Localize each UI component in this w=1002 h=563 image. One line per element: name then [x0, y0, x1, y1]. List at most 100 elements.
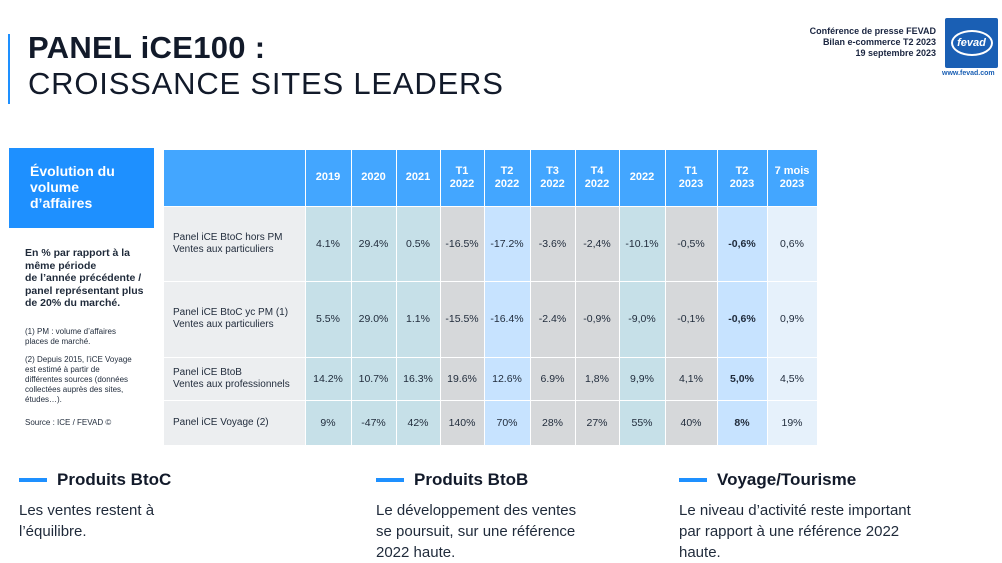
row-label-line: Ventes aux professionnels	[173, 378, 290, 390]
table-cell: 6.9%	[530, 356, 576, 400]
sidebar-heading-line: volume	[30, 179, 80, 195]
column-header: 2022	[619, 150, 666, 206]
column-header: T2 2022	[484, 150, 531, 206]
conference-info: Conférence de presse FEVAD Bilan e-comme…	[810, 26, 936, 59]
table-cell: 5,0%	[717, 356, 768, 400]
table-cell: 9%	[305, 399, 352, 445]
conference-line-3: 19 septembre 2023	[855, 48, 936, 58]
table-cell: 8%	[717, 399, 768, 445]
column-header-line: 2023	[678, 177, 704, 190]
sidebar-heading-line: Évolution du	[30, 163, 115, 179]
sidebar-note-1: (1) PM : volume d’affaires places de mar…	[25, 327, 155, 347]
table-cell: -10.1%	[619, 205, 666, 281]
table-cell: 9,9%	[619, 356, 666, 400]
title-accent-rule	[8, 34, 10, 104]
table-cell: 19.6%	[440, 356, 485, 400]
note-line: est estimé à partir de	[25, 365, 100, 374]
category-text: Les ventes restent à l’équilibre.	[19, 500, 239, 542]
column-header-line: 2019	[315, 171, 341, 184]
column-header: 2019	[305, 150, 352, 206]
column-header-line: 2022	[449, 177, 475, 190]
description-line: panel représentant plus	[25, 284, 144, 297]
table-cell: 0,9%	[767, 280, 818, 357]
table-cell: 29.4%	[351, 205, 397, 281]
category-text-line: Le niveau d’activité reste important	[679, 502, 911, 519]
logo-text: fevad	[957, 37, 986, 49]
sidebar-heading: Évolution du volume d’affaires	[9, 148, 154, 228]
column-header-line: T3	[546, 164, 559, 177]
category-text-line: Les ventes restent à	[19, 502, 155, 519]
column-header-line: T1	[455, 164, 469, 177]
logo-ring-icon: fevad	[950, 30, 993, 56]
column-header-line: T2	[735, 164, 749, 177]
category-title: Produits BtoB	[414, 470, 529, 489]
table-cell: -3.6%	[530, 205, 576, 281]
table-cell: 0.5%	[396, 205, 441, 281]
category-accent-bar	[19, 478, 47, 482]
row-label-line: Panel iCE BtoC hors PM	[173, 231, 283, 243]
column-header-line: 2021	[405, 171, 431, 184]
note-line: études…).	[25, 395, 62, 404]
table-cell: 19%	[767, 399, 818, 445]
table-cell: 70%	[484, 399, 531, 445]
table-cell: 1.1%	[396, 280, 441, 357]
column-header: T3 2022	[530, 150, 576, 206]
note-line: différentes sources (données	[25, 375, 129, 384]
table-cell: -0,5%	[665, 205, 718, 281]
column-header-line: 2022	[584, 177, 610, 190]
note-line: places de marché.	[25, 337, 91, 346]
row-label: Panel iCE BtoC hors PM Ventes aux particu…	[164, 205, 306, 281]
page-title: PANEL iCE100 : CROISSANCE SITES LEADERS	[28, 30, 504, 102]
category-text-line: par rapport à une référence 2022	[679, 523, 900, 540]
column-header-line: T2	[500, 164, 514, 177]
note-line: (2) Depuis 2015, l’iCE Voyage	[25, 355, 132, 364]
table-cell: -2,4%	[575, 205, 620, 281]
row-label-line: Panel iCE Voyage (2)	[173, 416, 269, 428]
table-cell: -2.4%	[530, 280, 576, 357]
row-label-line: Ventes aux particuliers	[173, 243, 274, 255]
table-header-row: 2019 2020 2021 T1 2022 T2 2022 T3 2022 T4 20…	[164, 150, 818, 206]
conference-line-1: Conférence de presse FEVAD	[809, 26, 936, 36]
category-text-line: haute.	[679, 544, 721, 561]
column-header-line: 2023	[729, 177, 755, 190]
table-cell: 16.3%	[396, 356, 441, 400]
table-row: Panel iCE BtoB Ventes aux professionnels …	[164, 356, 818, 400]
table-cell: 40%	[665, 399, 718, 445]
column-header-line: T1	[684, 164, 698, 177]
growth-table: 2019 2020 2021 T1 2022 T2 2022 T3 2022 T4 20…	[164, 150, 818, 445]
table-cell: 14.2%	[305, 356, 352, 400]
description-line: En % par rapport à la	[25, 247, 131, 259]
column-header: 7 mois 2023	[767, 150, 818, 206]
fevad-logo: fevad	[945, 18, 998, 68]
logo-url: www.fevad.com	[942, 70, 995, 77]
category-text-line: Le développement des ventes	[376, 502, 577, 519]
table-cell: 4,5%	[767, 356, 818, 400]
row-label: Panel iCE Voyage (2)	[164, 399, 306, 445]
column-header-line: 2022	[629, 171, 655, 184]
table-cell: 0,6%	[767, 205, 818, 281]
column-header-line: 2022	[494, 177, 520, 190]
table-cell: -17.2%	[484, 205, 531, 281]
sidebar-description: En % par rapport à la même période de l’…	[25, 247, 153, 310]
header-label-cell	[164, 150, 306, 206]
table-cell: -15.5%	[440, 280, 485, 357]
category-text: Le développement des ventes se poursuit,…	[376, 500, 636, 563]
table-cell: 29.0%	[351, 280, 397, 357]
column-header: T2 2023	[717, 150, 768, 206]
table-row: Panel iCE Voyage (2) 9% -47% 42% 140% 70…	[164, 399, 818, 445]
category-text: Le niveau d’activité reste important par…	[679, 500, 979, 563]
sidebar-note-2: (2) Depuis 2015, l’iCE Voyage est estimé…	[25, 355, 155, 405]
table-cell: 5.5%	[305, 280, 352, 357]
note-line: (1) PM : volume d’affaires	[25, 327, 116, 336]
table-row: Panel iCE BtoC yc PM (1) Ventes aux parti…	[164, 280, 818, 357]
table-cell: 10.7%	[351, 356, 397, 400]
table-cell: 42%	[396, 399, 441, 445]
sidebar-heading-line: d’affaires	[30, 195, 93, 211]
category-accent-bar	[376, 478, 404, 482]
description-line: de 20% du marché.	[25, 297, 121, 309]
table-cell: 27%	[575, 399, 620, 445]
row-label-line: Panel iCE BtoC yc PM (1)	[173, 307, 289, 318]
row-label-line: Panel iCE BtoB	[173, 366, 242, 378]
category-title: Voyage/Tourisme	[717, 470, 857, 489]
row-label-line: Ventes aux particuliers	[173, 319, 274, 330]
